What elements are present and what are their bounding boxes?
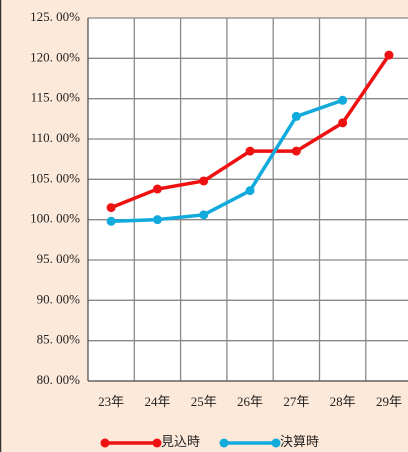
x-tick-label: 24年 — [144, 394, 170, 409]
data-point — [199, 176, 209, 186]
data-point — [152, 184, 162, 194]
y-tick-label: 120. 00% — [30, 49, 80, 64]
x-tick-label: 23年 — [98, 394, 124, 409]
x-tick-label: 27年 — [283, 394, 309, 409]
y-tick-label: 125. 00% — [30, 9, 80, 24]
data-point — [199, 210, 209, 220]
y-tick-label: 95. 00% — [37, 251, 81, 266]
x-tick-label: 29年 — [376, 394, 402, 409]
data-point — [291, 146, 301, 156]
x-tick-label: 28年 — [330, 394, 356, 409]
y-tick-label: 90. 00% — [37, 291, 81, 306]
data-point — [245, 186, 255, 196]
legend-label: 決算時 — [280, 434, 319, 449]
y-tick-label: 80. 00% — [37, 372, 81, 387]
data-point — [338, 95, 348, 105]
data-point — [152, 215, 162, 225]
x-tick-label: 25年 — [191, 394, 217, 409]
legend-marker — [219, 438, 229, 448]
legend-marker — [271, 438, 281, 448]
y-tick-label: 85. 00% — [37, 332, 81, 347]
series-line — [111, 98, 344, 224]
y-tick-label: 115. 00% — [31, 90, 81, 105]
x-tick-label: 26年 — [237, 394, 263, 409]
plot-area — [88, 18, 408, 381]
data-point — [106, 203, 116, 213]
legend-marker — [152, 438, 162, 448]
data-point — [106, 216, 116, 226]
data-point — [291, 111, 301, 121]
y-tick-label: 100. 00% — [30, 211, 80, 226]
y-tick-label: 105. 00% — [30, 170, 80, 185]
data-point — [384, 50, 394, 60]
y-tick-label: 110. 00% — [31, 130, 81, 145]
legend-label: 見込時 — [161, 434, 200, 449]
data-point — [338, 118, 348, 128]
data-point — [245, 146, 255, 156]
legend-marker — [100, 438, 110, 448]
